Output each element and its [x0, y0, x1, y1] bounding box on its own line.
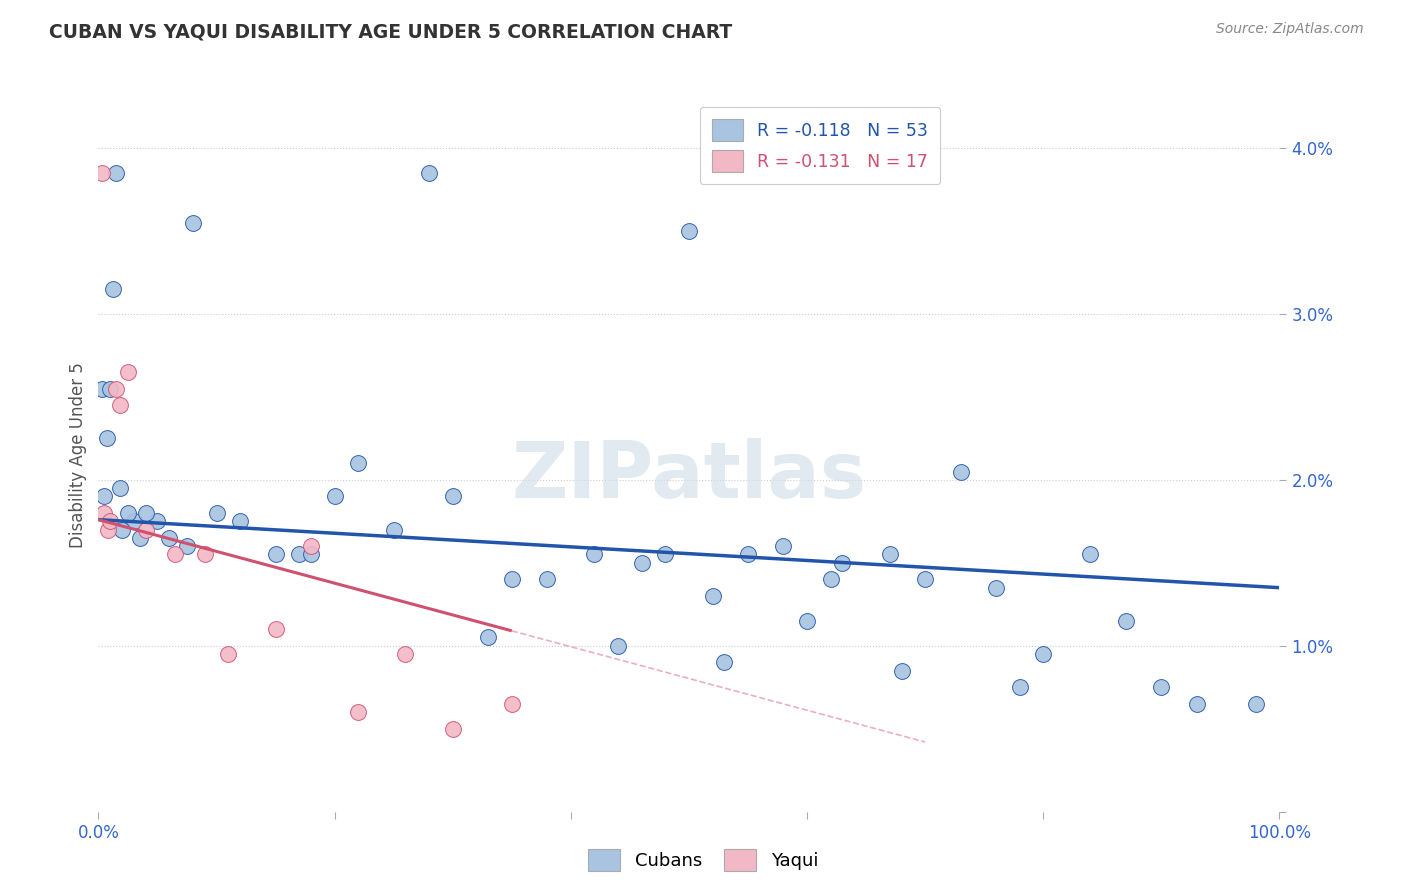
Point	[583, 548, 606, 562]
Point	[135, 506, 157, 520]
Point	[105, 166, 128, 180]
Point	[165, 548, 187, 562]
Point	[264, 622, 287, 636]
Point	[702, 589, 724, 603]
Point	[1244, 697, 1267, 711]
Point	[914, 573, 936, 587]
Point	[299, 548, 322, 562]
Point	[1032, 647, 1054, 661]
Point	[117, 506, 139, 520]
Point	[501, 697, 523, 711]
Point	[217, 647, 239, 661]
Point	[181, 216, 204, 230]
Point	[288, 548, 311, 562]
Point	[117, 365, 139, 379]
Point	[1185, 697, 1208, 711]
Point	[91, 382, 114, 396]
Point	[1150, 680, 1173, 694]
Point	[441, 722, 464, 736]
Point	[176, 539, 198, 553]
Y-axis label: Disability Age Under 5: Disability Age Under 5	[69, 362, 87, 548]
Point	[1115, 614, 1137, 628]
Point	[713, 656, 735, 670]
Point	[97, 523, 120, 537]
Point	[737, 548, 759, 562]
Point	[984, 581, 1007, 595]
Point	[108, 481, 131, 495]
Point	[264, 548, 287, 562]
Point	[607, 639, 630, 653]
Point	[890, 664, 912, 678]
Point	[194, 548, 217, 562]
Point	[820, 573, 842, 587]
Point	[382, 523, 405, 537]
Point	[122, 514, 145, 528]
Point	[323, 490, 346, 504]
Point	[98, 382, 121, 396]
Point	[98, 514, 121, 528]
Point	[299, 539, 322, 553]
Point	[477, 631, 499, 645]
Point	[772, 539, 794, 553]
Point	[91, 166, 114, 180]
Text: Source: ZipAtlas.com: Source: ZipAtlas.com	[1216, 22, 1364, 37]
Point	[347, 456, 370, 470]
Point	[135, 523, 157, 537]
Legend: Cubans, Yaqui: Cubans, Yaqui	[581, 842, 825, 879]
Point	[418, 166, 440, 180]
Point	[157, 531, 180, 545]
Point	[93, 490, 115, 504]
Point	[146, 514, 169, 528]
Point	[101, 282, 124, 296]
Point	[128, 531, 150, 545]
Point	[441, 490, 464, 504]
Point	[536, 573, 558, 587]
Point	[678, 224, 700, 238]
Point	[93, 506, 115, 520]
Point	[949, 465, 972, 479]
Text: CUBAN VS YAQUI DISABILITY AGE UNDER 5 CORRELATION CHART: CUBAN VS YAQUI DISABILITY AGE UNDER 5 CO…	[49, 22, 733, 41]
Text: ZIPatlas: ZIPatlas	[512, 438, 866, 515]
Point	[229, 514, 252, 528]
Point	[654, 548, 676, 562]
Point	[111, 523, 134, 537]
Point	[96, 431, 118, 445]
Point	[796, 614, 818, 628]
Point	[501, 573, 523, 587]
Point	[879, 548, 901, 562]
Point	[394, 647, 416, 661]
Point	[105, 382, 128, 396]
Point	[630, 556, 652, 570]
Point	[1080, 548, 1102, 562]
Point	[108, 398, 131, 412]
Point	[347, 705, 370, 719]
Point	[1008, 680, 1031, 694]
Point	[205, 506, 228, 520]
Point	[831, 556, 853, 570]
Legend: R = -0.118   N = 53, R = -0.131   N = 17: R = -0.118 N = 53, R = -0.131 N = 17	[700, 107, 941, 185]
